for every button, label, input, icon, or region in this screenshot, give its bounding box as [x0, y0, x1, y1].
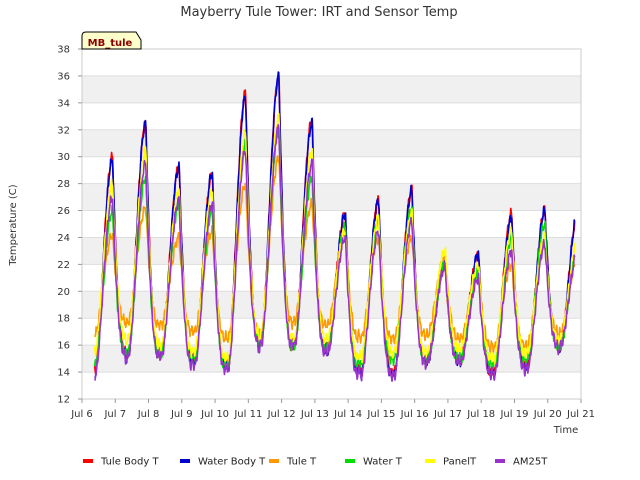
y-axis: 12 14 16 18 20 22 24 26 28 30 32 34 36 38 [57, 45, 82, 406]
y-tick-label: 18 [57, 314, 70, 325]
x-tick-label: Jul 9 [170, 409, 193, 420]
annotation-label: MB_tule [88, 38, 133, 49]
legend-entry: PanelT [425, 457, 477, 468]
legend-entry: Water T [345, 457, 403, 468]
y-tick-label: 30 [57, 152, 70, 163]
y-tick-label: 16 [57, 341, 70, 352]
x-tick-label: Jul 16 [400, 409, 429, 420]
chart-title: Mayberry Tule Tower: IRT and Sensor Temp [180, 5, 457, 20]
y-tick-label: 14 [57, 368, 70, 379]
plot-band [82, 129, 581, 157]
x-tick-label: Jul 7 [103, 409, 126, 420]
x-tick-label: Jul 19 [499, 409, 528, 420]
y-tick-label: 28 [57, 179, 70, 190]
x-tick-label: Jul 6 [70, 409, 93, 420]
series-line-am25t [93, 124, 576, 382]
y-tick-label: 12 [57, 395, 70, 406]
legend-label: Tule T [286, 457, 317, 468]
x-tick-label: Jul 14 [333, 409, 362, 420]
series-line-tule-t [94, 155, 576, 355]
annotation-tag-shape [81, 31, 142, 50]
legend-label: Water Body T [198, 457, 266, 468]
legend-label: AM25T [513, 457, 548, 468]
legend-label: PanelT [443, 457, 477, 468]
x-axis-title: Time [553, 425, 578, 436]
legend-entry: AM25T [495, 457, 548, 468]
x-tick-label: Jul 10 [200, 409, 229, 420]
series-layer [93, 71, 576, 382]
x-tick-label: Jul 21 [566, 409, 595, 420]
x-tick-label: Jul 17 [433, 409, 462, 420]
legend-label: Water T [363, 457, 403, 468]
legend-entry: Water Body T [180, 457, 266, 468]
legend: Tule Body T Water Body T Tule T Water T Pane… [83, 457, 548, 468]
y-tick-label: 38 [57, 45, 70, 56]
x-tick-label: Jul 15 [366, 409, 395, 420]
plot-frame [81, 48, 582, 400]
y-tick-label: 34 [57, 98, 70, 109]
legend-entry: Tule T [269, 457, 317, 468]
x-tick-label: Jul 8 [137, 409, 160, 420]
y-tick-label: 26 [57, 206, 70, 217]
annotation-box: MB_tule [81, 31, 142, 50]
y-axis-title: Temperature (C) [8, 184, 19, 266]
x-tick-label: Jul 11 [233, 409, 262, 420]
x-tick-label: Jul 13 [300, 409, 329, 420]
legend-label: Tule Body T [100, 457, 159, 468]
x-tick-label: Jul 18 [466, 409, 495, 420]
y-tick-label: 22 [57, 260, 70, 271]
legend-entry: Tule Body T [83, 457, 159, 468]
y-tick-label: 36 [57, 71, 70, 82]
x-axis: Jul 6 Jul 7 Jul 8 Jul 9 Jul 10 Jul 11 Jul 12 Ju… [70, 399, 595, 420]
plot-band [82, 237, 581, 265]
x-tick-label: Jul 20 [533, 409, 562, 420]
y-tick-label: 24 [57, 233, 70, 244]
plot-band [82, 75, 581, 103]
y-tick-label: 20 [57, 287, 70, 298]
plot-band [82, 183, 581, 211]
y-tick-label: 32 [57, 125, 70, 136]
x-tick-label: Jul 12 [267, 409, 296, 420]
